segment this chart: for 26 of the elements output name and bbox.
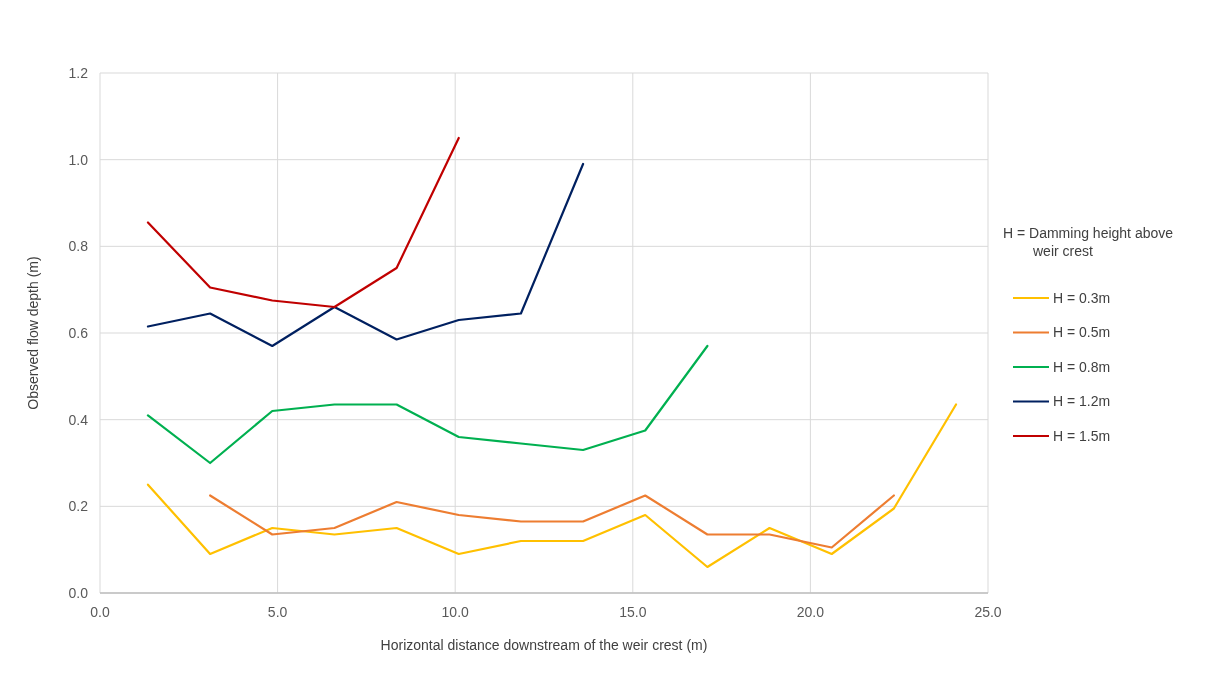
line-series [146,403,958,569]
line-series [146,136,460,309]
y-tick-label: 0.4 [68,411,89,428]
x-tick-label: 0.0 [90,604,110,620]
y-axis-title: Observed flow depth (m) [25,256,41,410]
y-tick-label: 1.2 [68,64,89,81]
y-tick-label: 1.0 [68,151,89,168]
legend-label: H = 0.5m [1053,324,1111,341]
y-tick-label: 0.8 [68,238,89,255]
x-axis-title: Horizontal distance downstream of the weir crest (m) [380,637,708,653]
line-series [146,344,709,465]
x-tick-label: 15.0 [619,604,647,620]
y-tick-label: 0.0 [68,584,89,601]
legend-label: H = 0.8m [1053,358,1111,375]
line-series [209,494,895,549]
legend-label: H = 1.5m [1053,427,1111,444]
x-tick-label: 20.0 [796,604,825,620]
y-tick-label: 0.6 [68,324,89,341]
x-tick-label: 10.0 [441,604,470,620]
x-tick-label: 25.0 [974,604,1002,620]
y-tick-label: 0.2 [68,498,89,515]
x-tick-label: 5.0 [267,604,288,620]
line-series [146,162,585,348]
legend-label: H = 1.2m [1053,393,1111,410]
legend-label: H = 0.3m [1053,289,1111,306]
legend-title: H = Damming height above weir crest [1003,225,1174,260]
